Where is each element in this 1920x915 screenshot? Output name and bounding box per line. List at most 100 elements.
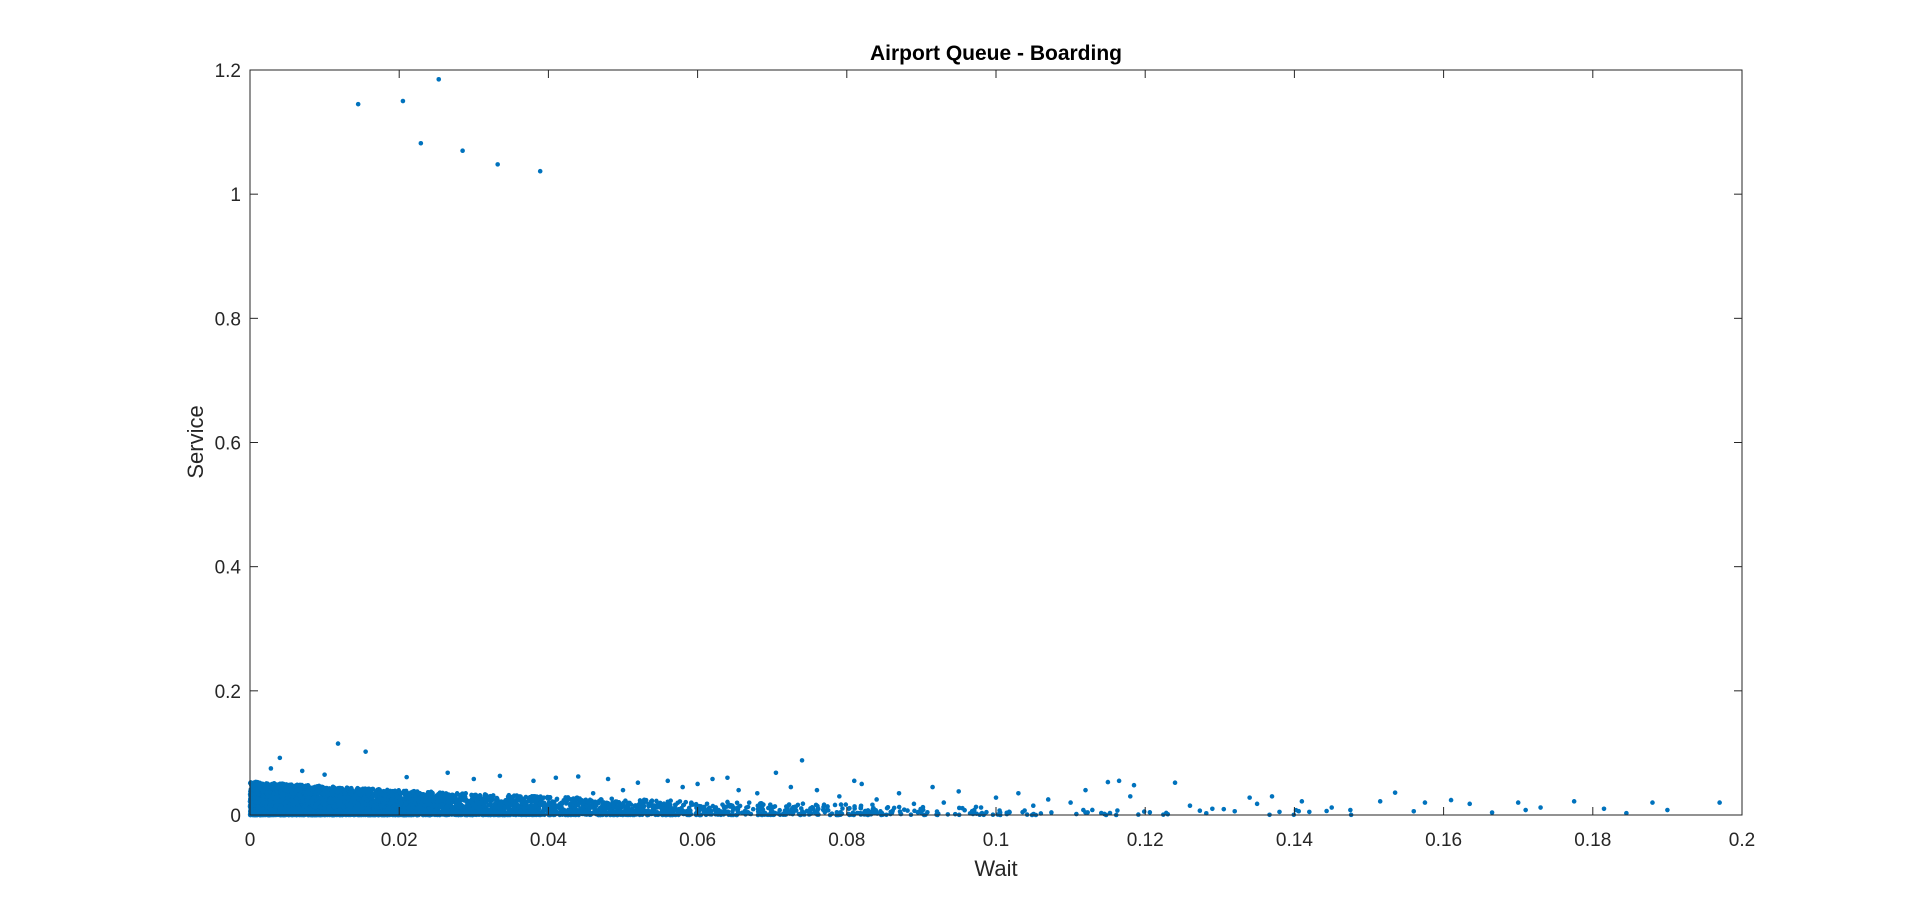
scatter-point xyxy=(1624,810,1629,816)
scatter-point xyxy=(523,802,528,807)
scatter-point xyxy=(430,798,436,803)
scatter-point xyxy=(268,766,274,771)
scatter-point xyxy=(328,787,334,792)
scatter-point xyxy=(1538,805,1543,810)
scatter-point xyxy=(442,793,448,798)
scatter-point xyxy=(1210,806,1215,812)
scatter-point xyxy=(370,786,376,792)
scatter-point xyxy=(1665,807,1670,813)
scatter-point xyxy=(536,811,541,817)
scatter-point xyxy=(444,803,450,809)
scatter-point xyxy=(285,796,290,801)
scatter-point xyxy=(519,800,524,806)
scatter-point xyxy=(1448,797,1454,803)
scatter-point xyxy=(1022,808,1027,813)
scatter-point xyxy=(637,807,642,813)
scatter-point xyxy=(277,755,283,761)
scatter-point xyxy=(393,798,399,804)
scatter-point xyxy=(621,800,626,805)
scatter-point xyxy=(800,801,806,807)
scatter-point xyxy=(755,806,761,812)
scatter-point xyxy=(852,804,857,809)
scatter-point xyxy=(847,805,852,811)
scatter-point xyxy=(260,788,266,794)
scatter-point xyxy=(342,790,348,796)
scatter-point xyxy=(1515,800,1521,805)
scatter-point xyxy=(993,795,999,800)
scatter-point xyxy=(777,807,782,813)
scatter-point xyxy=(891,805,897,811)
scatter-point xyxy=(299,768,305,774)
scatter-point xyxy=(734,800,740,806)
scatter-point xyxy=(1247,795,1252,800)
scatter-point xyxy=(704,801,710,807)
scatter-point xyxy=(1232,808,1238,814)
scatter-point xyxy=(1083,787,1088,793)
scatter-point xyxy=(400,98,406,104)
scatter-point xyxy=(694,809,700,815)
scatter-point xyxy=(1269,794,1275,799)
scatter-point xyxy=(705,810,711,816)
scatter-point xyxy=(584,808,590,813)
scatter-point xyxy=(355,789,361,795)
scatter-point xyxy=(1107,810,1113,816)
scatter-point xyxy=(832,802,838,808)
scatter-point xyxy=(508,802,514,808)
scatter-point xyxy=(521,805,527,811)
scatter-point xyxy=(1348,807,1353,813)
scatter-point xyxy=(257,782,263,788)
scatter-point xyxy=(689,802,695,807)
scatter-point xyxy=(455,797,461,803)
scatter-point xyxy=(654,809,660,815)
scatter-point xyxy=(750,806,756,812)
scatter-point xyxy=(1116,778,1122,784)
scatter-point xyxy=(478,800,484,806)
scatter-point xyxy=(874,797,879,802)
scatter-point xyxy=(1467,801,1473,807)
scatter-point xyxy=(725,809,731,815)
scatter-point xyxy=(659,809,664,815)
scatter-point xyxy=(613,800,618,806)
scatter-point xyxy=(495,796,500,802)
scatter-point xyxy=(504,801,510,806)
scatter-point xyxy=(843,802,849,807)
scatter-point xyxy=(712,807,717,812)
scatter-point xyxy=(725,799,730,805)
scatter-point xyxy=(799,758,805,763)
scatter-point xyxy=(355,101,361,107)
scatter-point xyxy=(884,805,890,811)
scatter-point xyxy=(398,812,404,817)
scatter-point xyxy=(1147,810,1153,815)
scatter-point xyxy=(1074,811,1079,817)
scatter-point xyxy=(445,799,451,805)
scatter-point xyxy=(654,798,659,804)
scatter-point xyxy=(563,795,568,800)
scatter-point xyxy=(702,807,708,813)
scatter-point xyxy=(580,801,586,806)
scatter-point xyxy=(322,772,327,777)
scatter-point xyxy=(532,805,537,810)
scatter-point xyxy=(416,797,421,803)
scatter-point xyxy=(558,807,564,813)
scatter-point xyxy=(1254,801,1260,807)
scatter-point xyxy=(403,801,408,806)
scatter-point xyxy=(592,799,598,805)
scatter-point xyxy=(791,807,797,813)
scatter-point xyxy=(1203,810,1209,816)
scatter-point xyxy=(851,778,857,784)
scatter-point xyxy=(638,800,644,806)
scatter-point xyxy=(363,749,368,754)
scatter-point xyxy=(413,793,418,799)
scatter-point xyxy=(620,787,626,793)
scatter-point xyxy=(862,812,867,817)
scatter-point xyxy=(554,796,560,802)
scatter-point xyxy=(641,804,646,810)
scatter-point xyxy=(1650,800,1655,805)
scatter-point xyxy=(516,804,521,810)
scatter-point xyxy=(594,811,599,817)
scatter-point xyxy=(1031,803,1036,808)
scatter-points xyxy=(247,77,1722,818)
scatter-point xyxy=(545,796,551,801)
scatter-point xyxy=(945,812,951,817)
scatter-point xyxy=(487,807,492,813)
